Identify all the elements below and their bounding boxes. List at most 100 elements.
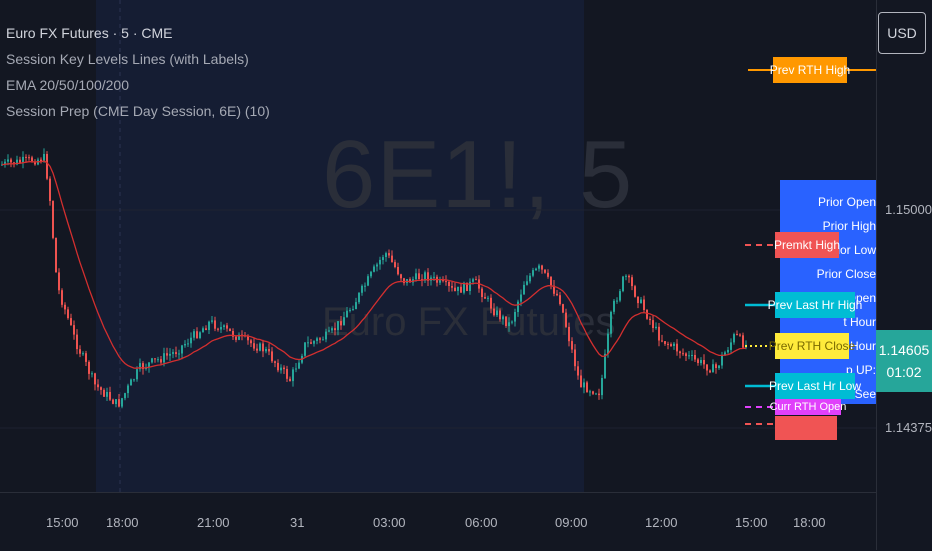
candle-body xyxy=(355,302,357,310)
stats-row: Prior High xyxy=(822,219,876,233)
candle-body xyxy=(517,301,519,312)
candle-body xyxy=(319,338,321,340)
candle-body xyxy=(226,325,228,329)
candle-body xyxy=(679,351,681,354)
candle-body xyxy=(532,270,534,276)
candle-body xyxy=(253,343,255,349)
candle-body xyxy=(571,341,573,350)
candle-body xyxy=(712,364,714,373)
candle-body xyxy=(658,326,660,341)
candle-body xyxy=(103,389,105,397)
candle-body xyxy=(652,320,654,328)
curr-rth-open-label[interactable]: Curr RTH Open xyxy=(769,399,847,415)
stats-row: See xyxy=(854,387,876,401)
candle-body xyxy=(487,297,489,299)
candle-body xyxy=(202,328,204,333)
candle-body xyxy=(697,359,699,363)
currency-button[interactable]: USD xyxy=(878,12,926,54)
symbol-title[interactable]: Euro FX Futures · 5 · CME xyxy=(6,25,173,41)
candle-body xyxy=(598,393,600,396)
candle-body xyxy=(247,335,249,341)
candle-body xyxy=(343,317,345,326)
candle-body xyxy=(565,312,567,327)
candle-body xyxy=(157,359,159,361)
candle-body xyxy=(112,399,114,404)
candle-body xyxy=(52,201,54,238)
prev-last-hr-high-label[interactable]: Prev Last Hr High xyxy=(768,292,862,318)
candle-body xyxy=(223,325,225,327)
prev-rth-high-label[interactable]: Prev RTH High xyxy=(770,57,850,83)
candle-body xyxy=(76,334,78,350)
candle-body xyxy=(439,279,441,283)
candle-body xyxy=(727,349,729,353)
candle-body xyxy=(454,287,456,291)
candle-body xyxy=(55,238,57,273)
price-axis[interactable]: 1.15000 1.14375 xyxy=(876,0,932,550)
candle-body xyxy=(655,326,657,329)
time-tick: 09:00 xyxy=(555,515,588,530)
candle-body xyxy=(616,300,618,302)
candle-body xyxy=(181,345,183,354)
candle-body xyxy=(160,359,162,363)
indicator-session-key-levels[interactable]: Session Key Levels Lines (with Labels) xyxy=(6,51,249,67)
candle-body xyxy=(109,392,111,400)
candle-body xyxy=(40,159,42,162)
price-tick: 1.15000 xyxy=(885,202,932,217)
chart-pane[interactable]: 6E1!, 5 Euro FX Futures Euro FX Futures … xyxy=(0,0,876,492)
candle-body xyxy=(211,320,213,322)
indicator-ema[interactable]: EMA 20/50/100/200 xyxy=(6,77,129,93)
candle-body xyxy=(256,348,258,351)
premkt-high-label[interactable]: Premkt High xyxy=(774,232,840,258)
candle-body xyxy=(640,299,642,304)
candle-body xyxy=(427,272,429,281)
candle-body xyxy=(466,282,468,291)
candle-body xyxy=(100,387,102,390)
candle-body xyxy=(88,361,90,374)
candle-body xyxy=(394,262,396,267)
price-plot[interactable] xyxy=(0,0,876,492)
candle-body xyxy=(82,353,84,355)
candle-body xyxy=(49,178,51,201)
candle-body xyxy=(229,328,231,331)
time-tick: 06:00 xyxy=(465,515,498,530)
candle-body xyxy=(379,259,381,265)
candle-body xyxy=(205,328,207,330)
candle-body xyxy=(85,353,87,362)
candle-body xyxy=(634,286,636,297)
candle-body xyxy=(22,156,24,163)
candle-body xyxy=(175,352,177,354)
candle-body xyxy=(217,328,219,330)
red-level-label[interactable] xyxy=(775,416,837,440)
candle-body xyxy=(556,293,558,296)
candle-body xyxy=(316,338,318,341)
candle-body xyxy=(484,297,486,299)
candle-body xyxy=(667,343,669,345)
candle-body xyxy=(382,257,384,260)
candle-body xyxy=(613,300,615,312)
candle-body xyxy=(607,333,609,354)
indicator-session-prep[interactable]: Session Prep (CME Day Session, 6E) (10) xyxy=(6,103,270,119)
candle-body xyxy=(703,360,705,365)
candle-body xyxy=(649,318,651,321)
time-axis[interactable]: 15:00 18:00 21:00 31 03:00 06:00 09:00 1… xyxy=(0,492,876,551)
prev-rth-close-label[interactable]: Prev RTH Close xyxy=(769,333,855,359)
candle-body xyxy=(433,276,435,278)
candle-body xyxy=(529,275,531,282)
candle-body xyxy=(352,309,354,311)
candle-body xyxy=(250,340,252,344)
candle-body xyxy=(409,279,411,283)
candle-body xyxy=(475,279,477,281)
candle-body xyxy=(184,344,186,346)
prev-last-hr-low-label[interactable]: Prev Last Hr Low xyxy=(769,373,861,399)
candle-body xyxy=(502,316,504,320)
candle-body xyxy=(292,369,294,382)
candle-body xyxy=(199,332,201,338)
candle-body xyxy=(682,353,684,355)
candle-body xyxy=(448,281,450,286)
candle-body xyxy=(739,334,741,336)
candle-body xyxy=(388,253,390,256)
candle-body xyxy=(340,321,342,326)
candle-body xyxy=(25,156,27,158)
candle-body xyxy=(298,362,300,369)
candle-body xyxy=(142,363,144,369)
